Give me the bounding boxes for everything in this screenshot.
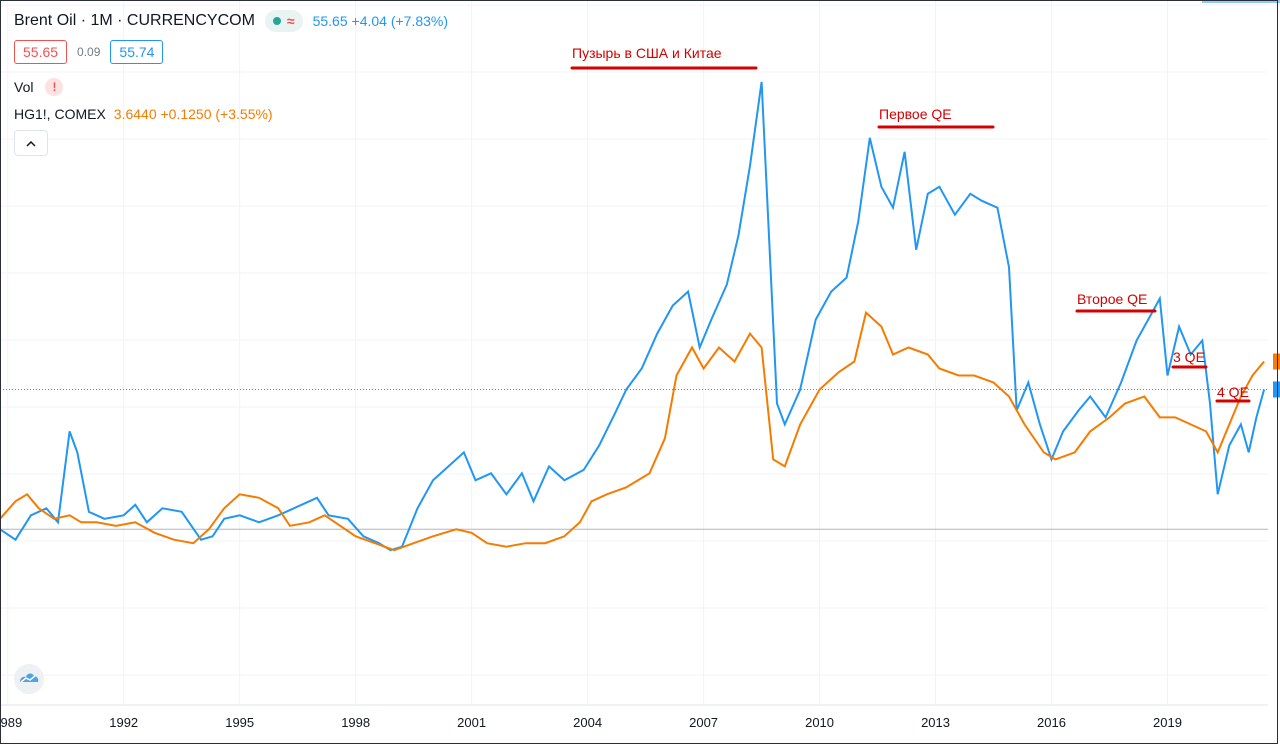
chart-grid	[0, 0, 1268, 705]
x-tick-label: 1995	[225, 715, 254, 730]
annotation-label: Пузырь в США и Китае	[572, 45, 722, 61]
compare-symbol[interactable]: HG1!, COMEX	[14, 106, 106, 122]
x-axis: 1989 1992 1995 1998 2001 2004 2007 2010 2013 2016…	[0, 704, 1268, 730]
x-tick-label: 1998	[341, 715, 370, 730]
x-tick-label: 2019	[1153, 715, 1182, 730]
sell-price-button[interactable]: 55.65	[14, 40, 68, 64]
x-tick-label: 2013	[921, 715, 950, 730]
series-line-copper	[0, 310, 1265, 552]
oil-price-marker	[1273, 381, 1280, 398]
buy-price-button[interactable]: 55.74	[110, 40, 164, 64]
copper-price-marker	[1273, 353, 1280, 370]
x-tick-label: 2004	[573, 715, 602, 730]
market-open-icon	[272, 17, 281, 25]
compare-quote: 3.6440 +0.1250 (+3.55%)	[113, 106, 273, 122]
volume-label[interactable]: Vol	[14, 79, 34, 95]
tradingview-logo[interactable]	[14, 664, 44, 694]
wave-icon: ≈	[286, 13, 295, 29]
warning-icon[interactable]: !	[45, 78, 64, 96]
series-line-brent-oil	[0, 81, 1266, 552]
symbol-title[interactable]: Brent Oil · 1M · CURRENCYCOM	[14, 12, 255, 29]
scroll-indicator	[1202, 0, 1280, 3]
x-tick-label: 1989	[0, 715, 22, 730]
chevron-up-icon	[26, 136, 36, 150]
annotation-label: 4 QE	[1217, 384, 1249, 400]
x-tick-label: 1992	[109, 715, 138, 730]
market-status-badge[interactable]: ≈	[264, 10, 303, 32]
chart-legend: Brent Oil · 1M · CURRENCYCOM ≈ 55.65 +4.…	[14, 10, 449, 156]
x-tick-label: 2001	[457, 715, 486, 730]
annotation-label: Второе QE	[1077, 291, 1147, 307]
annotation-layer: Пузырь в США и Китае Первое QE Второе QE 3 …	[570, 45, 1251, 403]
cloud-logo-icon	[18, 670, 40, 689]
x-tick-label: 2007	[689, 715, 718, 730]
x-tick-label: 2010	[805, 715, 834, 730]
spread-value: 0.09	[77, 45, 101, 59]
annotation-label: 3 QE	[1173, 349, 1205, 365]
annotation-label: Первое QE	[879, 106, 952, 122]
x-tick-label: 2016	[1037, 715, 1066, 730]
main-quote: 55.65 +4.04 (+7.83%)	[312, 13, 449, 29]
collapse-legend-button[interactable]	[14, 130, 48, 156]
